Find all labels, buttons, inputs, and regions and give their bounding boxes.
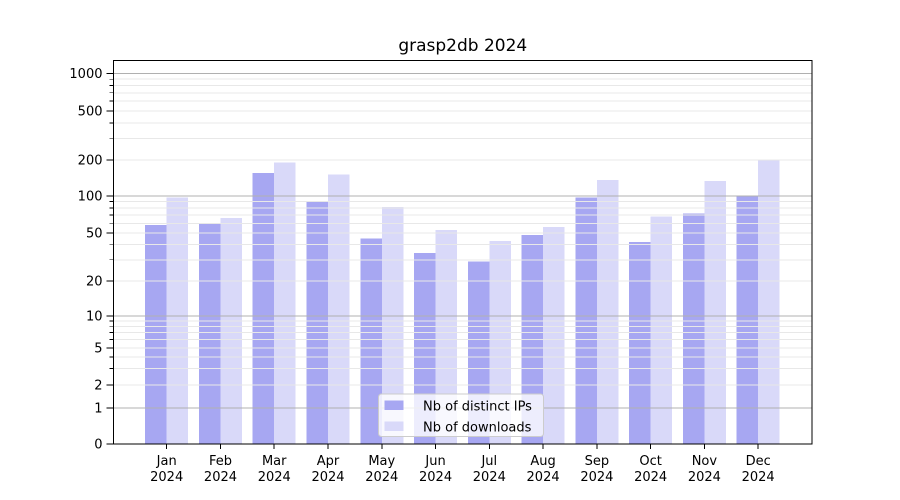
x-tick-label-year-jun: 2024 xyxy=(419,470,452,485)
x-tick-label-year-mar: 2024 xyxy=(258,470,291,485)
bar-downloads-oct xyxy=(650,216,673,444)
x-tick-label-month-nov: Nov xyxy=(692,454,718,469)
x-tick-label-year-jul: 2024 xyxy=(473,470,506,485)
x-tick-label-year-sep: 2024 xyxy=(580,470,613,485)
chart-title: grasp2db 2024 xyxy=(398,36,527,56)
x-tick-label-month-dec: Dec xyxy=(746,454,771,469)
bar-downloads-feb xyxy=(220,218,242,444)
x-tick-label-year-nov: 2024 xyxy=(688,470,721,485)
x-tick-label-month-feb: Feb xyxy=(209,454,232,469)
x-tick-label-month-apr: Apr xyxy=(317,454,340,469)
x-tick-label-year-jan: 2024 xyxy=(150,470,183,485)
x-tick-label-month-mar: Mar xyxy=(262,454,287,469)
x-tick-label-year-feb: 2024 xyxy=(204,470,237,485)
bar-distinct-ips-may xyxy=(360,238,382,444)
bar-distinct-ips-jan xyxy=(145,225,167,444)
y-tick-label-1: 1 xyxy=(94,402,102,417)
bar-downloads-jul xyxy=(489,240,511,444)
y-tick-label-500: 500 xyxy=(78,105,103,120)
x-tick-label-year-aug: 2024 xyxy=(527,470,560,485)
x-tick-label-month-jun: Jun xyxy=(424,454,445,469)
y-tick-label-50: 50 xyxy=(86,227,103,242)
legend-swatch-distinct-ips xyxy=(384,400,404,410)
legend-label-distinct-ips: Nb of distinct IPs xyxy=(423,399,532,414)
x-tick-label-month-oct: Oct xyxy=(639,454,661,469)
legend-swatch-downloads xyxy=(384,421,404,431)
bar-distinct-ips-dec xyxy=(736,196,759,444)
x-tick-label-month-jul: Jul xyxy=(480,454,497,469)
bar-downloads-apr xyxy=(328,174,350,445)
x-tick-label-month-sep: Sep xyxy=(585,454,610,469)
bar-distinct-ips-apr xyxy=(306,201,328,444)
legend: Nb of distinct IPs Nb of downloads xyxy=(378,393,544,437)
bar-downloads-nov xyxy=(704,180,726,445)
bar-distinct-ips-feb xyxy=(199,223,221,444)
plot-frame xyxy=(113,60,813,445)
y-tick-label-0: 0 xyxy=(94,438,102,453)
y-tick-label-10: 10 xyxy=(86,310,103,325)
y-tick-label-5: 5 xyxy=(94,342,102,357)
bar-downloads-dec xyxy=(758,160,780,444)
x-tick-label-year-oct: 2024 xyxy=(634,470,667,485)
y-tick-label-100: 100 xyxy=(78,190,103,205)
grid-layer xyxy=(113,73,812,409)
legend-box xyxy=(378,393,544,437)
bar-distinct-ips-mar xyxy=(252,173,275,444)
x-tick-label-year-may: 2024 xyxy=(365,470,398,485)
x-tick-label-month-jan: Jan xyxy=(156,454,177,469)
y-tick-label-20: 20 xyxy=(86,275,103,290)
x-tick-label-year-apr: 2024 xyxy=(311,470,344,485)
y-tick-label-2: 2 xyxy=(94,379,102,394)
y-tick-label-200: 200 xyxy=(78,154,103,169)
bar-downloads-jun xyxy=(435,229,458,444)
labels-layer: 01251020501002005001000Jan2024Feb2024Mar… xyxy=(69,36,774,485)
x-tick-label-month-aug: Aug xyxy=(530,454,555,469)
bar-distinct-ips-oct xyxy=(629,242,651,444)
y-tick-label-1000: 1000 xyxy=(69,67,102,82)
x-tick-label-year-dec: 2024 xyxy=(742,470,775,485)
x-tick-label-month-may: May xyxy=(368,454,395,469)
bar-distinct-ips-nov xyxy=(682,213,705,444)
axes-layer xyxy=(106,60,813,449)
bar-downloads-mar xyxy=(274,162,296,444)
bar-downloads-sep xyxy=(596,180,619,444)
legend-label-downloads: Nb of downloads xyxy=(423,420,532,435)
